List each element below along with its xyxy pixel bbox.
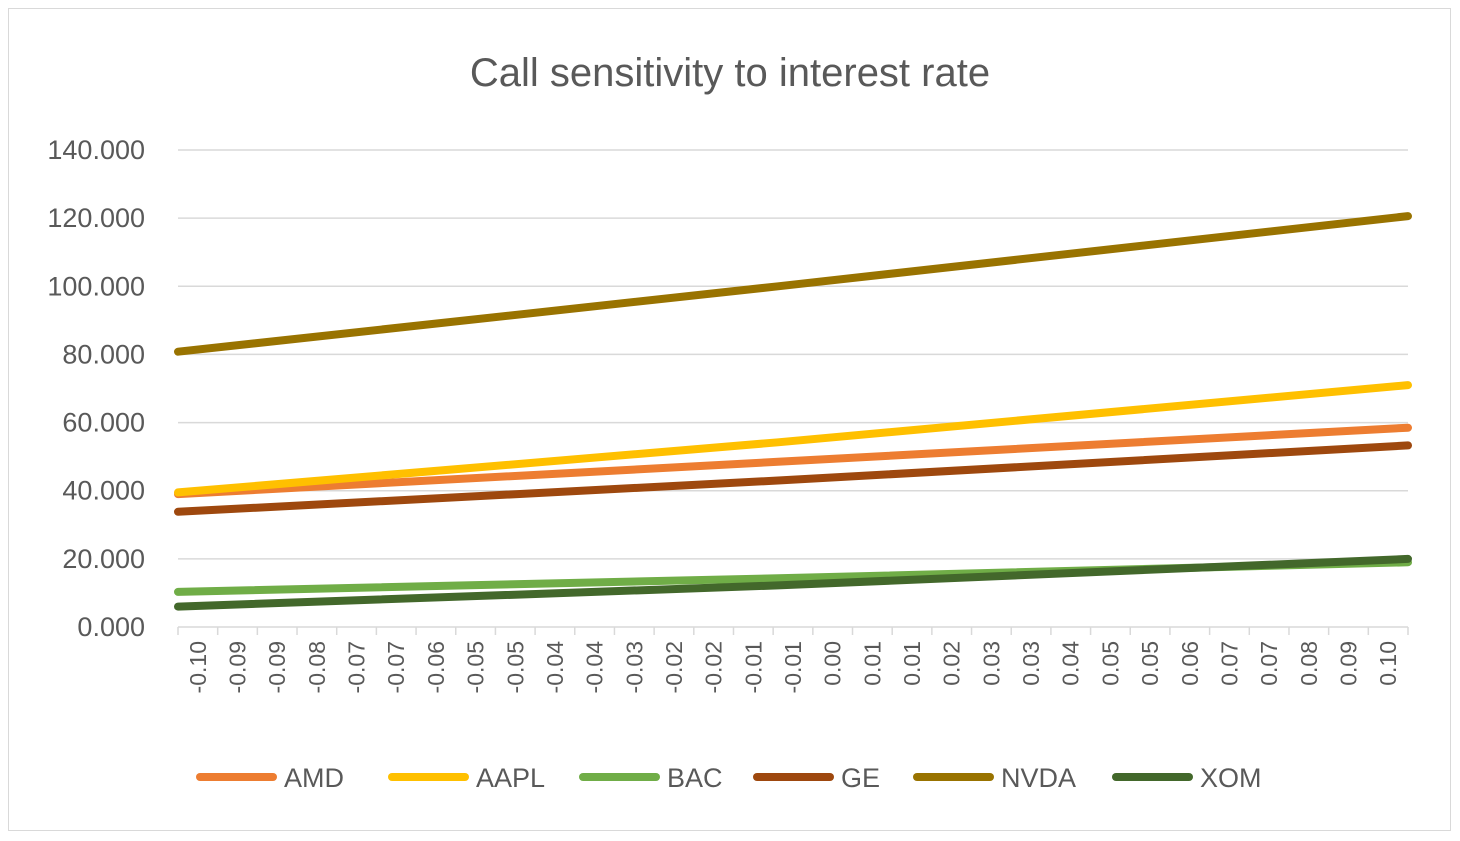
y-tick-label: 80.000 [62, 339, 145, 369]
y-tick-label: 140.000 [47, 135, 145, 165]
x-tick-label: -0.04 [582, 641, 608, 694]
legend: AMD AAPL BAC GE NVDA XOM [196, 763, 1262, 793]
series-lines [174, 212, 1412, 611]
x-tick-label: 0.02 [939, 641, 965, 686]
legend-label-amd: AMD [284, 763, 344, 793]
x-tick-label: -0.07 [383, 641, 409, 693]
x-tick-label: -0.01 [740, 641, 766, 693]
x-tick-label: -0.04 [542, 641, 568, 694]
gridlines [178, 149, 1408, 560]
y-tick-label: 120.000 [47, 203, 145, 233]
x-tick-label: 0.06 [1177, 641, 1203, 686]
series-line-aapl [174, 381, 1412, 497]
x-tick-label: -0.05 [502, 641, 528, 693]
y-axis-tick-labels: 0.000 20.000 40.000 60.000 80.000 100.000 120.… [47, 135, 145, 642]
legend-label-aapl: AAPL [476, 763, 545, 793]
chart-title: Call sensitivity to interest rate [470, 51, 990, 95]
series-line-ge [174, 441, 1412, 516]
x-tick-label: 0.00 [820, 641, 846, 686]
x-tick-label: 0.07 [1256, 641, 1282, 686]
y-tick-label: 100.000 [47, 271, 145, 301]
legend-label-bac: BAC [667, 763, 723, 793]
y-tick-label: 40.000 [62, 476, 145, 506]
x-tick-label: 0.01 [859, 641, 885, 686]
x-tick-label: 0.03 [978, 641, 1004, 686]
x-tick-label: -0.02 [701, 641, 727, 693]
x-axis [177, 626, 1409, 635]
x-axis-tick-labels: -0.10 -0.09 -0.09 -0.08 -0.07 -0.07 -0.06 -0.05… [185, 641, 1401, 694]
x-tick-label: 0.03 [1018, 641, 1044, 686]
chart-frame [8, 8, 1451, 831]
x-tick-label: 0.01 [899, 641, 925, 686]
x-tick-label: -0.08 [304, 641, 330, 693]
x-tick-label: -0.01 [780, 641, 806, 693]
y-tick-label: 0.000 [77, 612, 145, 642]
series-line-amd [174, 423, 1412, 499]
x-tick-label: -0.06 [423, 641, 449, 693]
x-tick-label: 0.07 [1216, 641, 1242, 686]
x-tick-label: -0.02 [661, 641, 687, 693]
x-tick-label: 0.05 [1137, 641, 1163, 686]
x-tick-label: -0.10 [185, 641, 211, 693]
x-tick-label: -0.09 [264, 641, 290, 693]
x-tick-label: 0.04 [1058, 641, 1084, 686]
x-tick-label: 0.08 [1296, 641, 1322, 686]
x-tick-label: 0.10 [1375, 641, 1401, 686]
legend-label-xom: XOM [1200, 763, 1262, 793]
x-tick-label: -0.03 [621, 641, 647, 693]
x-tick-label: 0.09 [1335, 641, 1361, 686]
series-line-xom [174, 554, 1412, 611]
x-tick-label: -0.09 [225, 641, 251, 693]
legend-label-nvda: NVDA [1001, 763, 1076, 793]
x-tick-label: 0.05 [1097, 641, 1123, 686]
legend-label-ge: GE [841, 763, 880, 793]
series-line-nvda [174, 212, 1412, 356]
y-tick-label: 60.000 [62, 408, 145, 438]
x-tick-label: -0.05 [463, 641, 489, 693]
x-tick-label: -0.07 [344, 641, 370, 693]
y-tick-label: 20.000 [62, 544, 145, 574]
